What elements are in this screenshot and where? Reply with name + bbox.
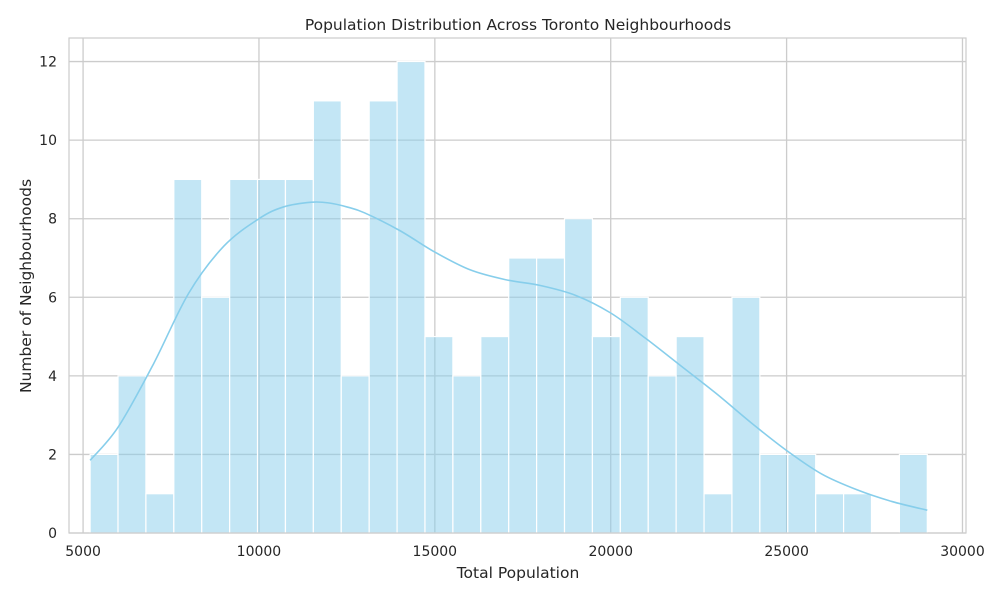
x-tick-label: 30000 <box>940 544 985 560</box>
histogram-bar <box>89 453 119 534</box>
histogram-bar <box>563 218 594 534</box>
kde-curve <box>89 201 928 511</box>
histogram-bar <box>229 178 259 534</box>
plot-frame <box>68 37 967 534</box>
histogram-bar <box>173 178 203 534</box>
y-tick-labels: 0 2 4 6 8 10 12 <box>39 55 57 542</box>
y-tick-label: 6 <box>48 290 57 306</box>
y-tick-label: 4 <box>48 369 57 385</box>
histogram-bar <box>368 100 398 534</box>
y-tick-label: 0 <box>48 526 57 542</box>
histogram-bar <box>731 296 761 534</box>
x-tick-label: 20000 <box>588 544 633 560</box>
histogram-bar <box>842 493 873 534</box>
x-axis-title: Total Population <box>456 564 580 582</box>
histogram-bar <box>480 335 510 534</box>
histogram-bar <box>201 296 231 534</box>
histogram-bar <box>536 257 566 534</box>
histogram-bar <box>591 335 621 534</box>
histogram-bar <box>452 375 482 534</box>
histogram-bar <box>898 453 928 534</box>
x-tick-label: 25000 <box>764 544 809 560</box>
histogram-bar <box>703 493 733 534</box>
x-tick-label: 5000 <box>65 544 101 560</box>
histogram-bar <box>675 335 705 534</box>
histogram-bar <box>815 493 845 534</box>
x-tick-label: 10000 <box>237 544 282 560</box>
histogram-bar <box>396 60 426 534</box>
y-tick-label: 8 <box>48 212 57 228</box>
histogram-bar <box>759 453 789 534</box>
x-tick-label: 15000 <box>413 544 458 560</box>
histogram-bar <box>340 375 370 534</box>
histogram-bars <box>89 60 928 534</box>
histogram-bar <box>312 100 342 534</box>
histogram-bar <box>619 296 649 534</box>
y-tick-label: 12 <box>39 55 57 71</box>
histogram-bar <box>647 375 677 534</box>
histogram-bar <box>256 178 287 534</box>
y-axis-title: Number of Neighbourhoods <box>17 179 35 393</box>
x-tick-labels: 5000 10000 15000 20000 25000 30000 <box>65 544 985 560</box>
y-tick-label: 2 <box>48 447 57 463</box>
histogram-bar <box>508 257 538 534</box>
histogram-bar <box>284 178 314 534</box>
histogram-bar <box>117 375 147 534</box>
y-tick-label: 10 <box>39 133 57 149</box>
chart-title: Population Distribution Across Toronto N… <box>305 16 731 34</box>
histogram-bar <box>787 453 817 534</box>
histogram-bar <box>145 493 175 534</box>
histogram-bar <box>424 335 454 534</box>
